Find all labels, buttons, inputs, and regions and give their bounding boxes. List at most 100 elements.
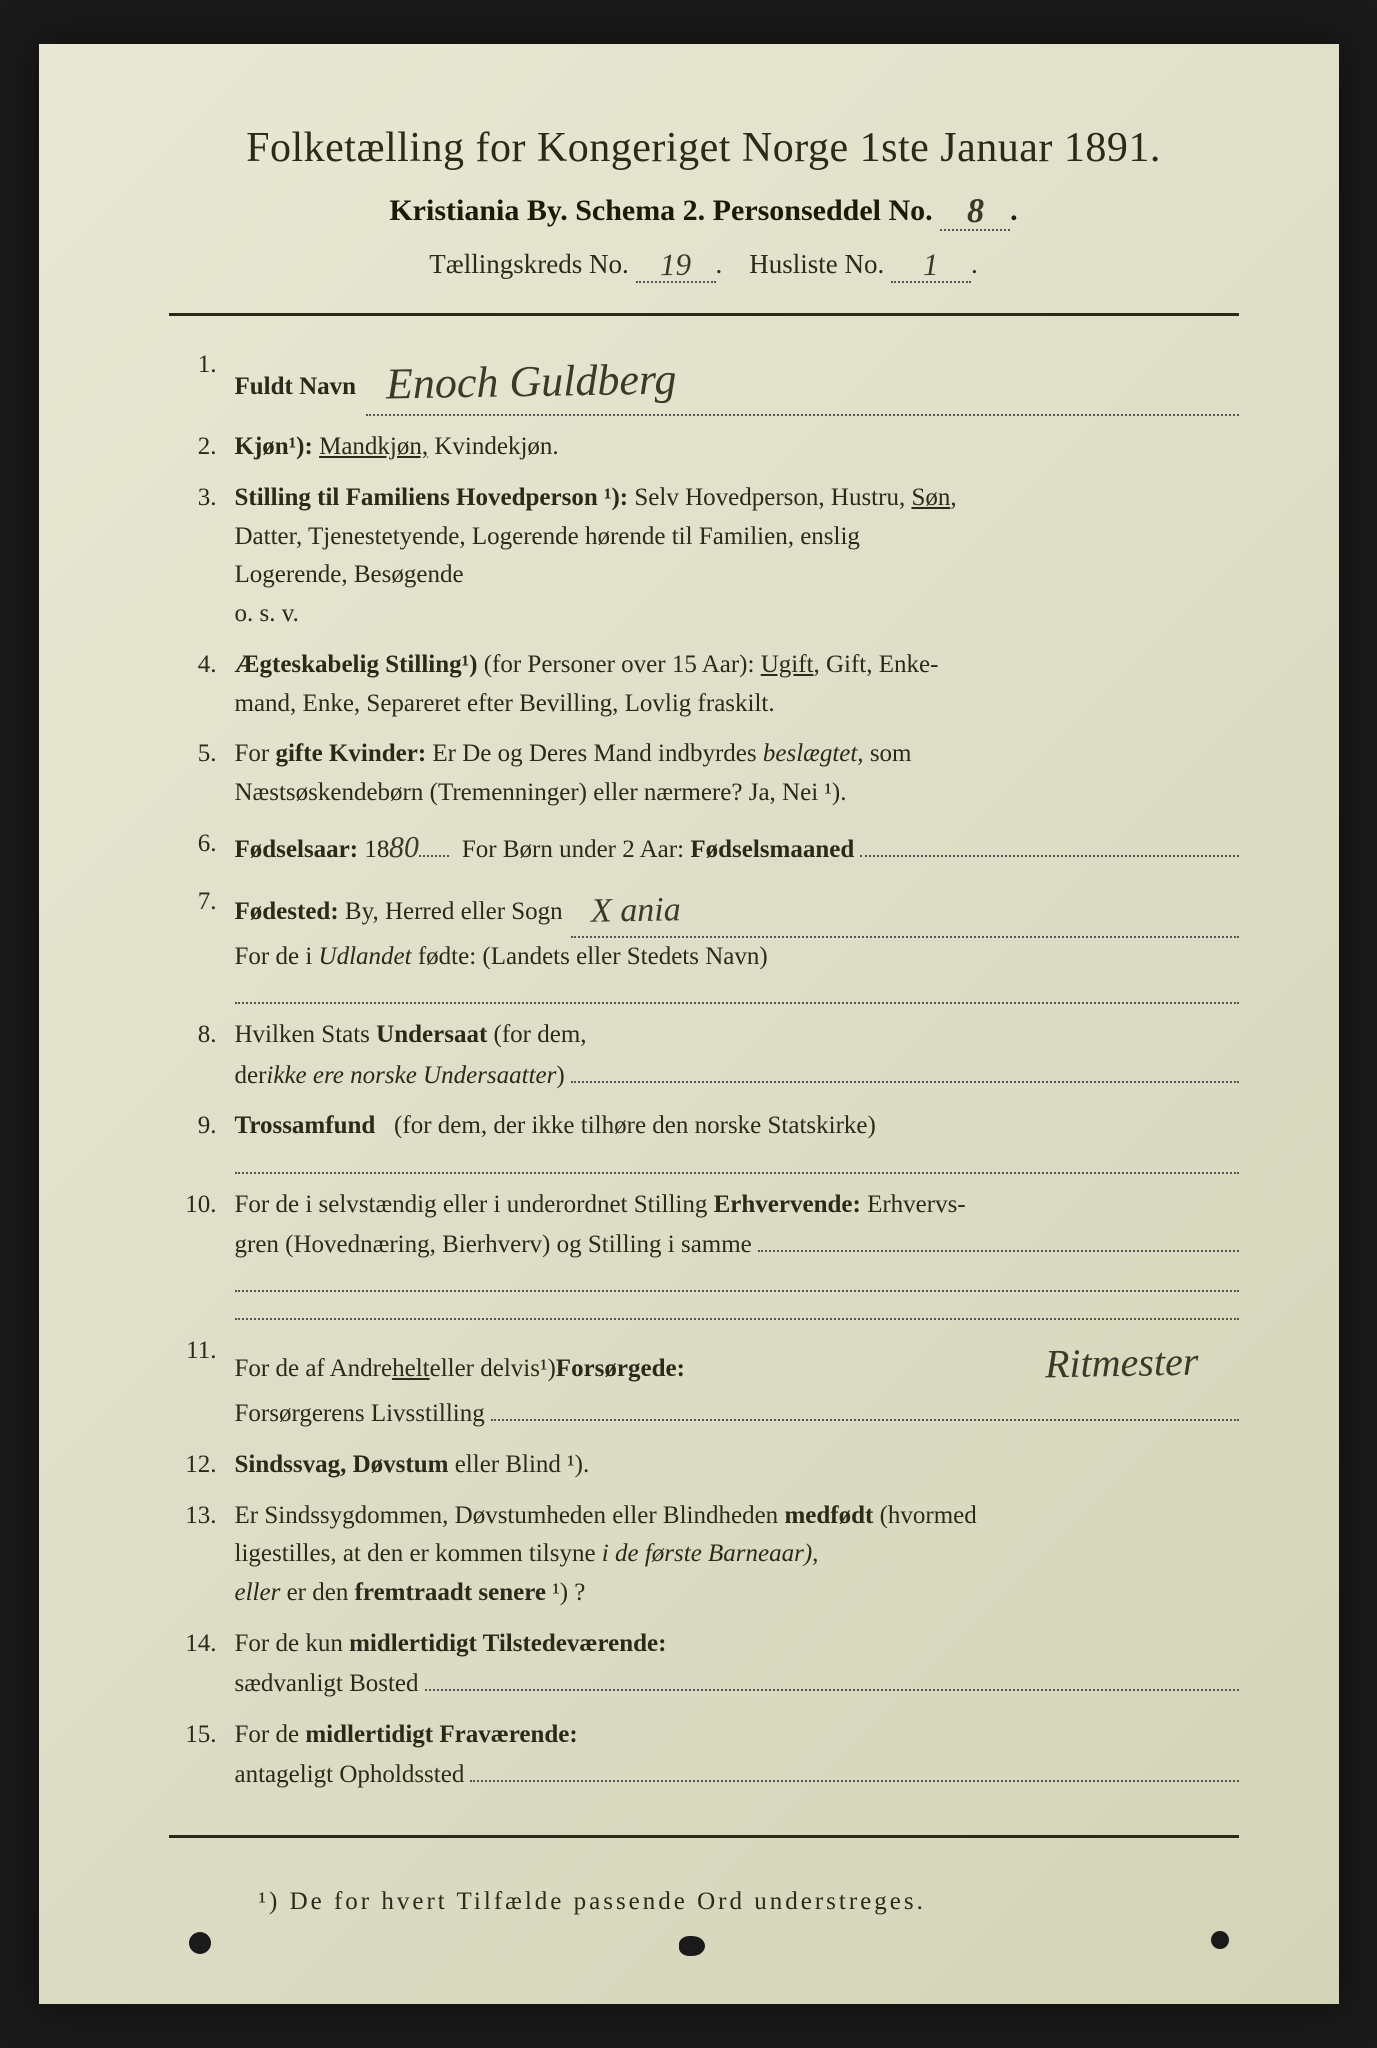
erhverv-field3 <box>235 1292 1239 1320</box>
fravar-text: For de <box>235 1721 306 1748</box>
item-number: 12. <box>179 1446 235 1485</box>
item-body: Er Sindssygdommen, Døvstumheden eller Bl… <box>235 1497 1239 1613</box>
item-number: 15. <box>179 1716 235 1795</box>
item-number: 4. <box>179 646 235 724</box>
aegteskab-paren: (for Personer over 15 Aar): <box>484 651 755 678</box>
item-15: 15. For de midlertidigt Fraværende: anta… <box>179 1716 1239 1795</box>
item-body: For de af Andre helt eller delvis¹) Fors… <box>235 1332 1239 1434</box>
item-13: 13. Er Sindssygdommen, Døvstumheden elle… <box>179 1497 1239 1613</box>
item-number: 5. <box>179 735 235 813</box>
fodested-text: By, Herred eller Sogn <box>345 893 563 932</box>
fodested-blank-line <box>235 977 1239 1005</box>
undersaat-bold: Undersaat <box>376 1021 487 1048</box>
census-form-page: Folketælling for Kongeriget Norge 1ste J… <box>39 44 1339 2004</box>
undersaat-t2: (for dem, <box>487 1021 586 1048</box>
undersaat-l2a: der <box>235 1057 267 1096</box>
item-body: Ægteskabelig Stilling¹) (for Personer ov… <box>235 646 1239 724</box>
form-header: Folketælling for Kongeriget Norge 1ste J… <box>169 124 1239 283</box>
trossamfund-text: (for dem, der ikke tilhøre den norske St… <box>394 1112 876 1139</box>
item-5: 5. For gifte Kvinder: Er De og Deres Man… <box>179 735 1239 813</box>
third-title-line: Tællingskreds No. 19. Husliste No. 1. <box>169 245 1239 283</box>
kreds-no-value: 19 <box>660 247 692 284</box>
fodested-l2b: fødte: (Landets eller Stedets Navn) <box>412 943 768 970</box>
erhverv-bold: Erhvervende: <box>714 1191 861 1218</box>
item-number: 6. <box>179 825 235 872</box>
tilstede-line2: sædvanligt Bosted <box>235 1665 419 1704</box>
trossamfund-field <box>235 1146 1239 1174</box>
tilstede-text: For de kun <box>235 1630 350 1657</box>
medfodt-t1: Er Sindssygdommen, Døvstumheden eller Bl… <box>235 1502 785 1529</box>
year-prefix: 18 <box>364 831 389 870</box>
item-1: 1. Fuldt Navn Enoch Guldberg <box>179 346 1239 416</box>
footnote: ¹) De for hvert Tilfælde passende Ord un… <box>259 1888 1239 1916</box>
medfodt-l2a: ligestilles, at den er kommen tilsyne <box>235 1540 602 1567</box>
gifte-text: Er De og Deres Mand indbyrdes <box>432 740 756 767</box>
sindssvag-text: eller Blind ¹). <box>448 1451 589 1478</box>
fravar-line2: antageligt Opholdssted <box>235 1756 465 1795</box>
undersaat-t1: Hvilken Stats <box>235 1021 377 1048</box>
gifte-pre: For <box>235 740 276 767</box>
sub-title-line: Kristiania By. Schema 2. Personseddel No… <box>169 190 1239 231</box>
gifte-text3: Næstsøskendebørn (Tremenninger) eller næ… <box>235 779 847 806</box>
label-kjon: Kjøn <box>235 433 289 460</box>
stilling-selected: Søn <box>911 484 950 511</box>
personseddel-no-field: 8 <box>940 190 1010 231</box>
forsorg-field <box>491 1394 1239 1422</box>
born-label: For Børn under 2 Aar: <box>462 831 684 870</box>
item-body: Fuldt Navn Enoch Guldberg <box>235 346 1239 416</box>
fodested-l2a: For de i <box>235 943 319 970</box>
forsorg-bold: Forsørgede: <box>556 1350 685 1389</box>
punch-hole-icon <box>679 1936 705 1956</box>
item-14: 14. For de kun midlertidigt Tilstedevære… <box>179 1625 1239 1704</box>
fodested-field: X ania <box>571 883 1239 938</box>
undersaat-l2i: ikke ere norske Undersaatter <box>266 1057 556 1096</box>
item-body: For de i selvstændig eller i underordnet… <box>235 1186 1239 1320</box>
erhverv-field2 <box>235 1265 1239 1293</box>
gifte-bold: gifte Kvinder: <box>275 740 426 767</box>
item-number: 7. <box>179 883 235 1004</box>
name-value: Enoch Guldberg <box>385 345 677 418</box>
husliste-label: Husliste No. <box>749 249 884 279</box>
item-11: 11. For de af Andre helt eller delvis¹) … <box>179 1332 1239 1434</box>
gifte-textit: beslægtet, <box>763 740 864 767</box>
kjon-selected: Mandkjøn, <box>319 433 428 460</box>
medfodt-bold: medfødt <box>784 1502 873 1529</box>
fodested-l2i: Udlandet <box>319 943 412 970</box>
item-body: Kjøn¹): Mandkjøn, Kvindekjøn. <box>235 428 1239 467</box>
erhverv-field1 <box>758 1224 1239 1252</box>
item-body: Sindssvag, Døvstum eller Blind ¹). <box>235 1446 1239 1485</box>
item-body: For de kun midlertidigt Tilstedeværende:… <box>235 1625 1239 1704</box>
medfodt-l3c: ¹) ? <box>546 1579 585 1606</box>
item-number: 10. <box>179 1186 235 1320</box>
gifte-text2: som <box>870 740 912 767</box>
aegteskab-selected: Ugift <box>761 651 814 678</box>
label-fodselsaar: Fødselsaar: <box>235 831 359 870</box>
medfodt-l2i: i de første Barneaar), <box>602 1540 819 1567</box>
label-aegteskab: Ægteskabelig Stilling <box>235 651 462 678</box>
year-value: 80 <box>389 825 420 872</box>
forsorg-value: Ritmester <box>1045 1330 1199 1395</box>
item-number: 13. <box>179 1497 235 1613</box>
stilling-line3: Logerende, Besøgende <box>235 561 464 588</box>
item-number: 8. <box>179 1016 235 1095</box>
medfodt-l3a: eller <box>235 1579 281 1606</box>
item-body: For de midlertidigt Fraværende: antageli… <box>235 1716 1239 1795</box>
born-bold: Fødselsmaaned <box>690 831 854 870</box>
item-3: 3. Stilling til Familiens Hovedperson ¹)… <box>179 479 1239 634</box>
medfodt-t2: (hvormed <box>873 1502 976 1529</box>
fodested-value: X ania <box>590 885 681 939</box>
item-number: 14. <box>179 1625 235 1704</box>
name-field: Enoch Guldberg <box>366 346 1238 416</box>
item-number: 11. <box>179 1332 235 1434</box>
item-body: Trossamfund (for dem, der ikke tilhøre d… <box>235 1107 1239 1173</box>
forsorg-u1: helt <box>392 1350 430 1389</box>
label-stilling: Stilling til Familiens Hovedperson <box>235 484 598 511</box>
separator-top <box>169 313 1239 316</box>
medfodt-l3b: er den <box>280 1579 354 1606</box>
item-body: Fødested: By, Herred eller Sogn X ania F… <box>235 883 1239 1004</box>
fravar-field <box>470 1755 1238 1783</box>
main-title: Folketælling for Kongeriget Norge 1ste J… <box>169 124 1239 172</box>
erhverv-t1: For de i selvstændig eller i underordnet… <box>235 1191 714 1218</box>
forsorg-line2: Forsørgerens Livsstilling <box>235 1395 485 1434</box>
item-number: 2. <box>179 428 235 467</box>
